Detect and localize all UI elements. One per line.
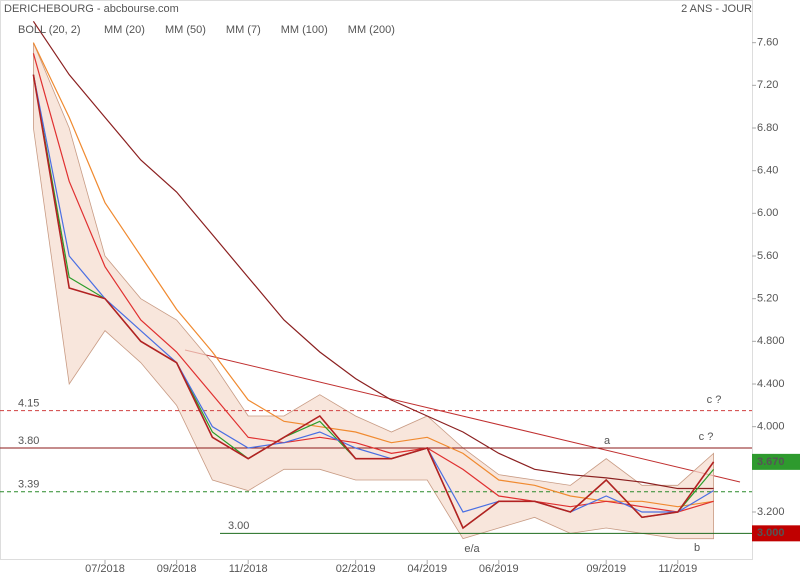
annotation: a (604, 435, 611, 447)
price-badge (752, 525, 800, 542)
level-label: 3.00 (228, 520, 249, 532)
y-tick-label: 4.000 (757, 421, 785, 433)
annotation: c ? (699, 431, 714, 443)
x-tick-label: 11/2019 (658, 563, 697, 575)
x-tick-label: 07/2018 (85, 563, 125, 575)
y-tick-label: 5.60 (757, 250, 778, 262)
x-tick-label: 04/2019 (407, 563, 447, 575)
y-tick-label: 7.20 (757, 79, 778, 91)
y-tick-label: 5.20 (757, 293, 778, 305)
level-label: 4.15 (18, 398, 39, 410)
x-tick-label: 02/2019 (336, 563, 376, 575)
level-label: 3.39 (18, 479, 39, 491)
y-tick-label: 7.60 (757, 37, 778, 49)
x-tick-label: 11/2018 (229, 563, 268, 575)
y-tick-label: 4.400 (757, 378, 785, 390)
chart-subtitle: 2 ANS - JOUR (681, 3, 752, 15)
price-badge-label: 3.000 (757, 527, 785, 539)
legend-entry: BOLL (20, 2) (18, 24, 81, 36)
legend-entry: MM (7) (226, 24, 261, 36)
y-tick-label: 6.00 (757, 207, 778, 219)
legend-entry: MM (200) (348, 24, 395, 36)
ma-line (32, 53, 714, 513)
y-tick-label: 3.200 (757, 506, 785, 518)
legend-entry: MM (50) (165, 24, 206, 36)
price-line (32, 74, 715, 530)
chart-title: DERICHEBOURG - abcbourse.com (4, 3, 179, 15)
trend-line (184, 349, 741, 483)
price-badge (752, 453, 800, 470)
y-tick-label: 6.80 (757, 122, 778, 134)
ma-line (32, 42, 714, 508)
annotation: e/a (464, 543, 480, 555)
annotation: c ? (707, 394, 722, 406)
x-tick-label: 09/2018 (157, 563, 197, 575)
y-tick-label: 4.800 (757, 335, 785, 347)
x-tick-label: 09/2019 (586, 563, 626, 575)
price-badge-label: 3.670 (757, 456, 785, 468)
annotation: b (694, 542, 700, 554)
x-tick-label: 06/2019 (479, 563, 519, 575)
level-label: 3.80 (18, 435, 39, 447)
y-tick-label: 6.40 (757, 165, 778, 177)
legend-entry: MM (20) (104, 24, 145, 36)
ma-line (32, 20, 714, 490)
ma-line (32, 74, 714, 513)
legend-entry: MM (100) (281, 24, 328, 36)
